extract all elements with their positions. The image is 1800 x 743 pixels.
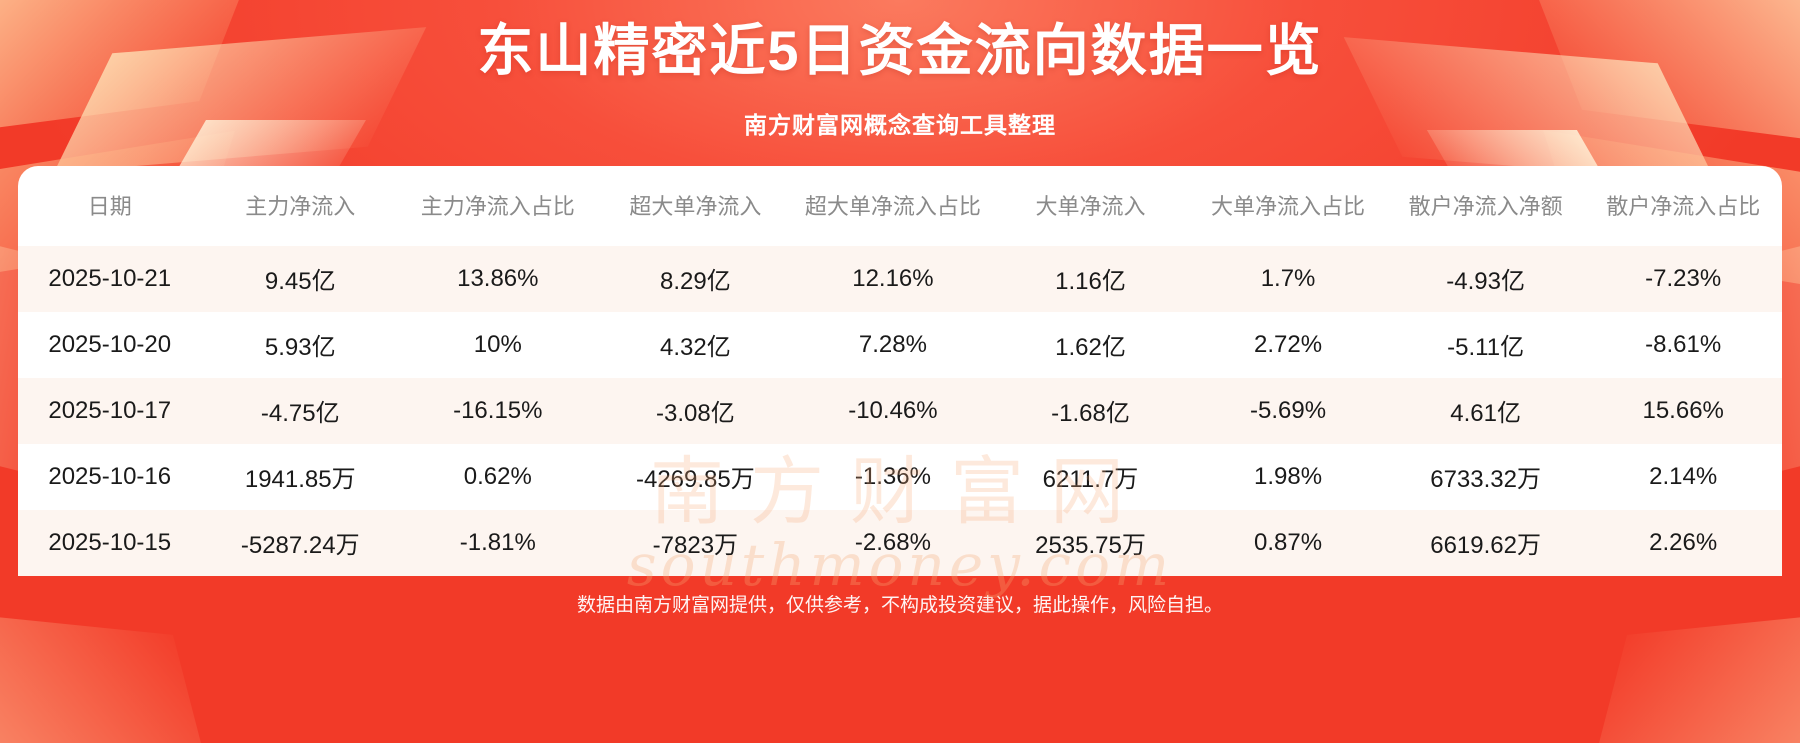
table-header-row: 日期 主力净流入 主力净流入占比 超大单净流入 超大单净流入占比 大单净流入 大…: [18, 166, 1782, 246]
cell-retail-net-inflow-amount: -4.93亿: [1446, 268, 1525, 296]
cell-main-net-inflow: -4.75亿: [260, 400, 340, 428]
cell-retail-net-inflow-amount: 4.61亿: [1450, 400, 1521, 428]
cell-date: 2025-10-21: [48, 264, 172, 292]
cell-retail-net-inflow-ratio: -8.61%: [1645, 330, 1722, 358]
column-header-main-net-inflow-ratio: 主力净流入占比: [420, 194, 575, 219]
cell-date: 2025-10-17: [48, 396, 172, 424]
cell-retail-net-inflow-ratio: 2.14%: [1649, 462, 1718, 490]
cell-large-net-inflow: 1.16亿: [1055, 268, 1126, 296]
cell-main-net-inflow-ratio: 10%: [473, 330, 522, 358]
decorative-shard: [0, 611, 215, 743]
cell-large-net-inflow-ratio: 1.98%: [1254, 462, 1323, 490]
cell-super-large-net-inflow-ratio: -2.68%: [854, 528, 931, 556]
cell-main-net-inflow-ratio: -16.15%: [453, 396, 543, 424]
cell-main-net-inflow: 9.45亿: [264, 268, 336, 296]
fund-flow-table: 日期 主力净流入 主力净流入占比 超大单净流入 超大单净流入占比 大单净流入 大…: [18, 166, 1782, 576]
cell-retail-net-inflow-ratio: 15.66%: [1642, 396, 1724, 424]
cell-main-net-inflow-ratio: 0.62%: [463, 462, 532, 490]
cell-main-net-inflow: 5.93亿: [264, 334, 336, 362]
cell-super-large-net-inflow-ratio: -10.46%: [848, 396, 938, 424]
column-header-super-large-net-inflow-ratio: 超大单净流入占比: [804, 194, 981, 219]
cell-large-net-inflow: 1.62亿: [1055, 334, 1126, 362]
table-row: 2025-10-20 5.93亿 10% 4.32亿 7.28% 1.62亿 2…: [18, 311, 1782, 378]
table-body: 2025-10-21 9.45亿 13.86% 8.29亿 12.16% 1.1…: [18, 245, 1782, 576]
cell-main-net-inflow-ratio: 13.86%: [457, 264, 539, 292]
table-row: 2025-10-21 9.45亿 13.86% 8.29亿 12.16% 1.1…: [18, 245, 1782, 312]
cell-large-net-inflow-ratio: -5.69%: [1250, 396, 1327, 424]
cell-retail-net-inflow-ratio: -7.23%: [1645, 264, 1722, 292]
column-header-retail-net-inflow-amount: 散户净流入净额: [1408, 194, 1563, 219]
cell-retail-net-inflow-amount: 6619.62万: [1430, 532, 1541, 560]
cell-large-net-inflow-ratio: 1.7%: [1260, 264, 1316, 292]
column-header-large-net-inflow-ratio: 大单净流入占比: [1211, 194, 1366, 219]
cell-super-large-net-inflow: 4.32亿: [660, 334, 731, 362]
cell-main-net-inflow: 1941.85万: [244, 466, 356, 494]
cell-super-large-net-inflow-ratio: -1.36%: [854, 462, 931, 490]
table-row: 2025-10-15 -5287.24万 -1.81% -7823万 -2.68…: [18, 509, 1782, 576]
cell-large-net-inflow: 2535.75万: [1035, 532, 1146, 560]
cell-large-net-inflow-ratio: 0.87%: [1254, 528, 1323, 556]
banner-header: 东山精密近5日资金流向数据一览 南方财富网概念查询工具整理: [0, 0, 1800, 140]
cell-retail-net-inflow-ratio: 2.26%: [1649, 528, 1718, 556]
disclaimer-footer: 数据由南方财富网提供，仅供参考，不构成投资建议，据此操作，风险自担。: [576, 594, 1223, 616]
table-row: 2025-10-17 -4.75亿 -16.15% -3.08亿 -10.46%…: [18, 377, 1782, 444]
table-row: 2025-10-16 1941.85万 0.62% -4269.85万 -1.3…: [18, 443, 1782, 510]
column-header-large-net-inflow: 大单净流入: [1035, 194, 1146, 219]
column-header-main-net-inflow: 主力净流入: [245, 194, 356, 219]
cell-super-large-net-inflow: -7823万: [652, 532, 739, 560]
cell-main-net-inflow-ratio: -1.81%: [459, 528, 536, 556]
cell-super-large-net-inflow: -3.08亿: [656, 400, 735, 428]
page-title: 东山精密近5日资金流向数据一览: [477, 19, 1323, 82]
cell-super-large-net-inflow-ratio: 12.16%: [852, 264, 934, 292]
column-header-super-large-net-inflow: 超大单净流入: [629, 194, 762, 219]
cell-retail-net-inflow-amount: -5.11亿: [1447, 334, 1525, 362]
cell-large-net-inflow: 6211.7万: [1042, 466, 1139, 494]
data-table-card: 日期 主力净流入 主力净流入占比 超大单净流入 超大单净流入占比 大单净流入 大…: [18, 166, 1782, 576]
cell-super-large-net-inflow: 8.29亿: [660, 268, 731, 296]
cell-date: 2025-10-15: [48, 528, 172, 556]
cell-large-net-inflow: -1.68亿: [1051, 400, 1130, 428]
cell-date: 2025-10-20: [48, 330, 172, 358]
cell-super-large-net-inflow: -4269.85万: [635, 466, 755, 494]
table-head: 日期 主力净流入 主力净流入占比 超大单净流入 超大单净流入占比 大单净流入 大…: [18, 166, 1782, 246]
column-header-date: 日期: [87, 194, 132, 219]
cell-main-net-inflow: -5287.24万: [240, 532, 360, 560]
column-header-retail-net-inflow-ratio: 散户净流入占比: [1606, 194, 1761, 219]
cell-retail-net-inflow-amount: 6733.32万: [1430, 466, 1541, 494]
decorative-shard: [1585, 611, 1800, 743]
cell-large-net-inflow-ratio: 2.72%: [1254, 330, 1323, 358]
page-subtitle: 南方财富网概念查询工具整理: [744, 112, 1056, 138]
cell-super-large-net-inflow-ratio: 7.28%: [858, 330, 927, 358]
cell-date: 2025-10-16: [48, 462, 172, 490]
